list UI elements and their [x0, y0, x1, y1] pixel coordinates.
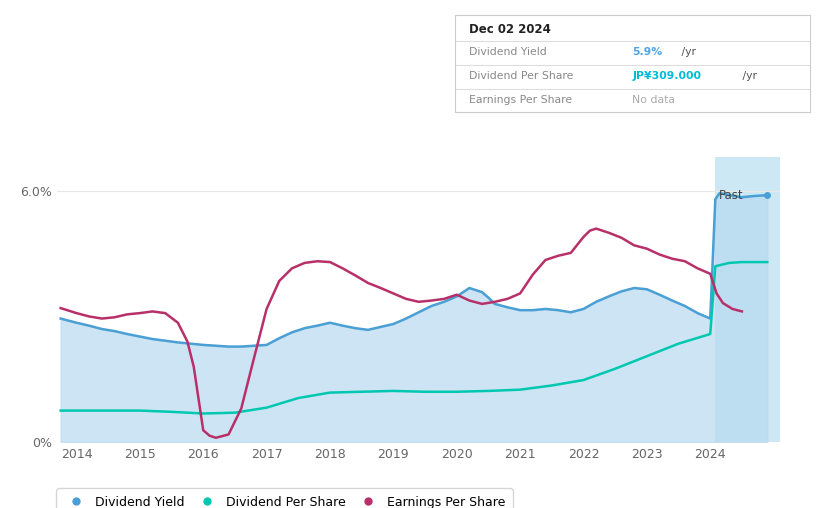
- Text: /yr: /yr: [739, 71, 757, 81]
- Bar: [715, 157, 780, 442]
- Text: Earnings Per Share: Earnings Per Share: [469, 94, 572, 105]
- Text: 5.9%: 5.9%: [632, 47, 663, 57]
- Text: /yr: /yr: [678, 47, 696, 57]
- Text: Past: Past: [718, 189, 743, 202]
- Text: Dec 02 2024: Dec 02 2024: [469, 23, 551, 36]
- Legend: Dividend Yield, Dividend Per Share, Earnings Per Share: Dividend Yield, Dividend Per Share, Earn…: [57, 488, 513, 508]
- Text: JP¥309.000: JP¥309.000: [632, 71, 701, 81]
- Text: Dividend Per Share: Dividend Per Share: [469, 71, 573, 81]
- Text: Dividend Yield: Dividend Yield: [469, 47, 547, 57]
- Text: No data: No data: [632, 94, 676, 105]
